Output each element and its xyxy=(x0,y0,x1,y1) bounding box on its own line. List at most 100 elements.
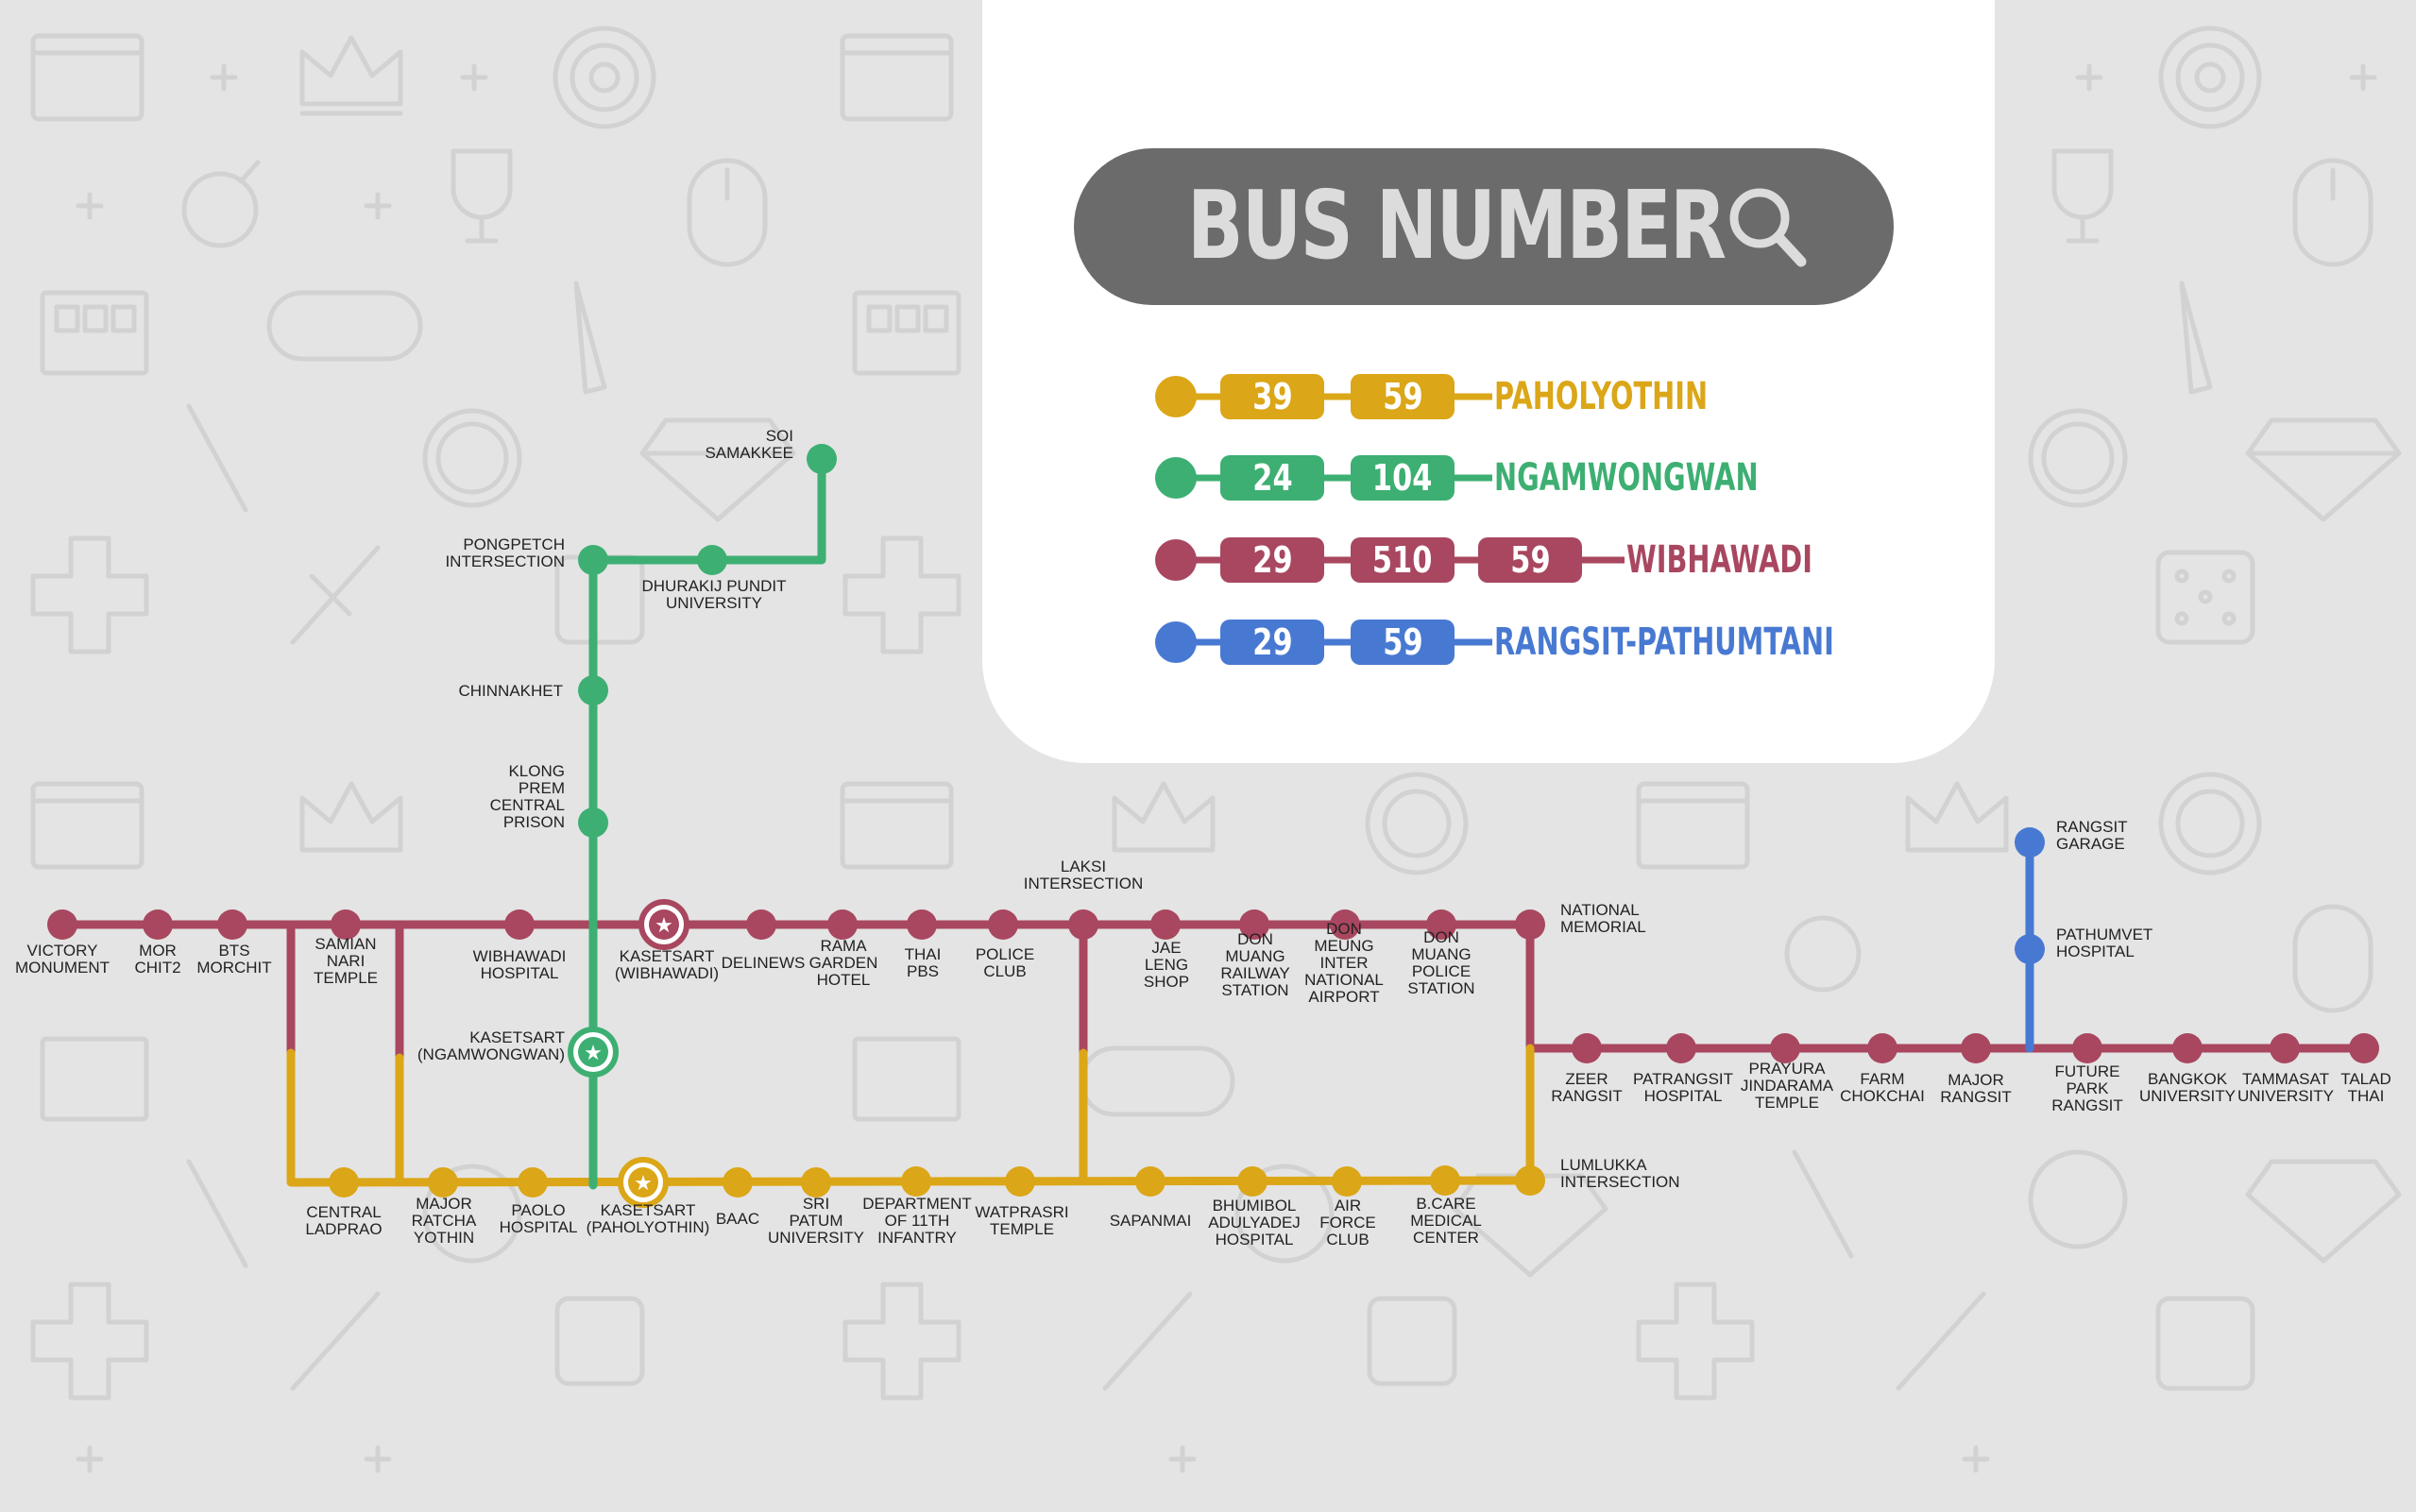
bus-number-badge: 59 xyxy=(1478,537,1582,583)
station-label: DEPARTMENT OF 11TH INFANTRY xyxy=(862,1195,972,1247)
bomb-icon xyxy=(1784,915,1862,993)
station-dot xyxy=(697,545,727,575)
station-label: WIBHAWADI HOSPITAL xyxy=(473,947,567,982)
mouse-icon xyxy=(2292,904,2373,1013)
route-name: RANGSIT-PATHUMTANI xyxy=(1494,620,1834,664)
plus-icon xyxy=(76,1445,1990,1473)
station-label: KLONG PREM CENTRAL PRISON xyxy=(490,762,565,831)
station-label: DELINEWS xyxy=(722,954,806,972)
station-dot xyxy=(578,675,608,705)
station-dot xyxy=(1426,909,1456,940)
station-label: MAJOR RANGSIT xyxy=(1940,1071,2012,1106)
station-dot xyxy=(1332,1166,1362,1197)
legend-card xyxy=(982,0,1995,763)
station-label: B.CARE MEDICAL CENTER xyxy=(1410,1195,1482,1247)
pen-icon xyxy=(573,280,607,395)
station-label: FUTURE PARK RANGSIT xyxy=(2051,1062,2123,1114)
star-icon: ★ xyxy=(655,914,673,938)
station-dot xyxy=(2072,1033,2102,1063)
station-dot xyxy=(827,909,858,940)
dpad-icon xyxy=(842,535,961,654)
station-label: PAOLO HOSPITAL xyxy=(500,1201,578,1236)
station-label: PATHUMVET HOSPITAL xyxy=(2056,926,2152,960)
transfer-station-kasetsart-wibhawadi: ★ xyxy=(638,899,689,950)
mouse-icon xyxy=(2292,158,2373,267)
station-dot xyxy=(1770,1033,1800,1063)
coin-icon xyxy=(2028,408,2128,508)
station-label: NATIONAL MEMORIAL xyxy=(1560,901,1646,936)
crown-icon xyxy=(299,35,403,116)
diamond-icon xyxy=(639,417,796,522)
station-label: RAMA GARDEN HOTEL xyxy=(809,937,878,989)
station-dot xyxy=(907,909,937,940)
ram-chip-icon xyxy=(852,290,961,376)
station-dot xyxy=(1430,1165,1460,1196)
crown-icon xyxy=(299,781,403,853)
bus-number-badge: 24 xyxy=(1220,455,1324,501)
station-dot xyxy=(2172,1033,2203,1063)
station-label: CHINNAKHET xyxy=(458,682,563,700)
trophy-icon xyxy=(451,148,513,244)
crown-icon xyxy=(1905,781,2009,853)
station-dot xyxy=(578,545,608,575)
station-dot xyxy=(1515,1165,1545,1196)
station-label: DON MUANG POLICE STATION xyxy=(1407,928,1474,997)
station-label: WATPRASRI TEMPLE xyxy=(975,1203,1068,1238)
station-label: VICTORY MONUMENT xyxy=(15,942,110,977)
star-icon: ★ xyxy=(634,1172,653,1196)
station-dot xyxy=(1515,909,1545,940)
bus-number-badge: 59 xyxy=(1351,374,1455,419)
sword-icon xyxy=(290,545,381,645)
station-label: BTS MORCHIT xyxy=(196,942,271,977)
bus-number-badge: 39 xyxy=(1220,374,1324,419)
station-label: TAMMASAT UNIVERSITY xyxy=(2237,1070,2334,1105)
station-dot xyxy=(217,909,247,940)
station-dot xyxy=(47,909,77,940)
station-dot xyxy=(807,444,837,474)
station-dot xyxy=(331,909,361,940)
station-dot xyxy=(723,1167,753,1198)
bus-number-badge: 29 xyxy=(1220,537,1324,583)
station-dot xyxy=(988,909,1018,940)
search-bar[interactable]: BUS NUMBER xyxy=(1074,148,1894,305)
station-label: RANGSIT GARAGE xyxy=(2056,818,2128,853)
route-name: PAHOLYOTHIN xyxy=(1494,375,1709,418)
station-label: DON MUANG RAILWAY STATION xyxy=(1220,930,1289,999)
mouse-icon xyxy=(687,158,768,267)
target-icon xyxy=(1365,772,1469,875)
station-label: LAKSI INTERSECTION xyxy=(1024,858,1144,892)
route-name: NGAMWONGWAN xyxy=(1494,456,1759,500)
bus-number-badge: 104 xyxy=(1351,455,1455,501)
station-label: DON MEUNG INTER NATIONAL AIRPORT xyxy=(1304,920,1384,1006)
station-dot xyxy=(2270,1033,2300,1063)
station-dot xyxy=(1005,1166,1035,1197)
bomb-icon xyxy=(181,160,261,248)
station-label: PATRANGSIT HOSPITAL xyxy=(1633,1070,1733,1105)
dice-icon xyxy=(2155,550,2255,645)
station-label: SAMIAN NARI TEMPLE xyxy=(314,935,378,987)
search-icon xyxy=(1729,188,1807,267)
station-label: FARM CHOKCHAI xyxy=(1840,1070,1925,1105)
station-label: JAE LENG SHOP xyxy=(1144,939,1189,991)
station-dot xyxy=(2015,827,2045,858)
ram-chip-icon xyxy=(852,1036,961,1122)
ram-chip-icon xyxy=(40,1036,149,1122)
station-dot xyxy=(801,1167,831,1198)
star-icon: ★ xyxy=(584,1042,603,1065)
station-dot xyxy=(143,909,173,940)
browser-window-icon xyxy=(1636,781,1750,870)
station-dot xyxy=(329,1167,359,1198)
station-dot xyxy=(1239,909,1269,940)
gamepad-icon xyxy=(266,290,423,362)
trophy-icon xyxy=(2051,148,2114,244)
target-icon xyxy=(2158,772,2262,875)
ram-chip-icon xyxy=(40,290,149,376)
station-label: PONGPETCH INTERSECTION xyxy=(445,535,565,570)
sword-icon xyxy=(290,1291,1986,1391)
dpad-icon xyxy=(30,1282,1755,1401)
coin-icon xyxy=(422,1149,2128,1264)
station-label: MAJOR RATCHA YOTHIN xyxy=(412,1195,477,1247)
station-dot xyxy=(1572,1033,1602,1063)
